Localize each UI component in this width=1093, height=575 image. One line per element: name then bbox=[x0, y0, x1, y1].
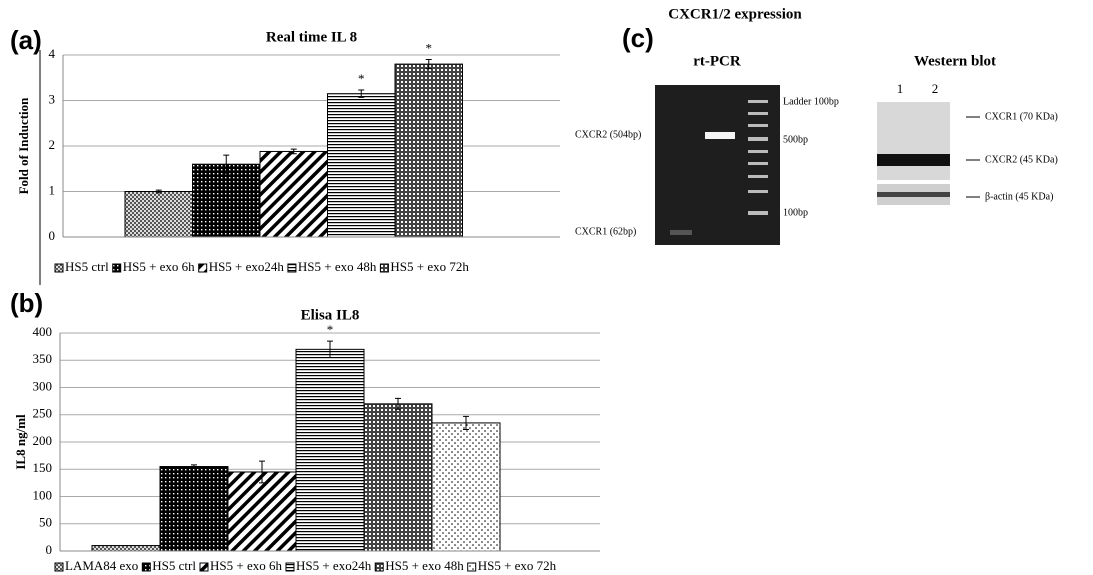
panel-label: (c) bbox=[622, 23, 654, 53]
legend-label: HS5 + exo 48h bbox=[385, 558, 464, 573]
chart-title: Elisa IL8 bbox=[301, 307, 360, 323]
y-tick-label: 3 bbox=[49, 91, 56, 106]
blot-band bbox=[877, 154, 950, 166]
y-axis-label: Fold of Induction bbox=[16, 97, 31, 195]
legend-swatch bbox=[286, 563, 294, 571]
y-tick-label: 300 bbox=[33, 378, 53, 393]
y-tick-label: 350 bbox=[33, 351, 53, 366]
blot-title: Western blot bbox=[914, 53, 996, 69]
annotation: * bbox=[358, 71, 365, 86]
bar bbox=[92, 546, 160, 551]
legend-swatch bbox=[199, 264, 207, 272]
bar bbox=[193, 164, 261, 237]
y-tick-label: 400 bbox=[33, 324, 53, 339]
legend-swatch bbox=[375, 563, 383, 571]
blot-band bbox=[877, 192, 950, 197]
y-tick-label: 100 bbox=[33, 487, 53, 502]
legend-label: HS5 ctrl bbox=[152, 558, 196, 573]
legend-swatch bbox=[55, 264, 63, 272]
gel-band bbox=[670, 230, 692, 235]
legend-label: LAMA84 exo bbox=[65, 558, 138, 573]
blot-label: β-actin (45 KDa) bbox=[985, 191, 1053, 202]
bar bbox=[260, 151, 328, 237]
panel-label: (a) bbox=[10, 25, 42, 55]
figure: (a) (b) (c) CXCR1/2 expression rt-PCR CX… bbox=[0, 0, 1093, 575]
panel-label: (b) bbox=[10, 288, 43, 318]
lane-label: 1 bbox=[897, 81, 904, 96]
bar bbox=[296, 349, 364, 551]
lane-label: 2 bbox=[932, 81, 939, 96]
legend-label: HS5 + exo 48h bbox=[298, 259, 377, 274]
legend-label: HS5 + exo 6h bbox=[123, 259, 195, 274]
y-tick-label: 4 bbox=[49, 46, 56, 61]
y-tick-label: 1 bbox=[49, 182, 56, 197]
gel-label: Ladder 100bp bbox=[783, 96, 839, 107]
legend-swatch bbox=[468, 563, 476, 571]
legend-swatch bbox=[142, 563, 150, 571]
bar bbox=[364, 404, 432, 551]
panel-title: CXCR1/2 expression bbox=[668, 6, 802, 22]
blot-label: CXCR1 (70 KDa) bbox=[985, 111, 1058, 122]
y-tick-label: 200 bbox=[33, 433, 53, 448]
legend-swatch bbox=[200, 563, 208, 571]
bar bbox=[160, 467, 228, 551]
y-tick-label: 150 bbox=[33, 460, 53, 475]
blot bbox=[877, 102, 950, 180]
legend-label: HS5 ctrl bbox=[65, 259, 109, 274]
legend-label: HS5 + exo 72h bbox=[478, 558, 557, 573]
bar bbox=[125, 192, 193, 238]
legend-swatch bbox=[113, 264, 121, 272]
gel-title: rt-PCR bbox=[693, 53, 741, 69]
legend-label: HS5 + exo24h bbox=[209, 259, 285, 274]
gel-label: 500bp bbox=[783, 134, 808, 145]
y-tick-label: 250 bbox=[33, 406, 53, 421]
panel-c: (c) CXCR1/2 expression rt-PCR CXCR2 (504… bbox=[575, 6, 1058, 245]
blot-ticks bbox=[966, 117, 980, 197]
legend-swatch bbox=[55, 563, 63, 571]
chart-title: Real time IL 8 bbox=[266, 29, 357, 45]
legend-label: HS5 + exo 72h bbox=[390, 259, 469, 274]
annotation: * bbox=[426, 41, 433, 56]
bar bbox=[228, 472, 296, 551]
legend-label: HS5 + exo 6h bbox=[210, 558, 282, 573]
bar bbox=[432, 423, 500, 551]
gel-band bbox=[705, 132, 735, 139]
annotation: * bbox=[327, 322, 334, 337]
y-tick-label: 0 bbox=[46, 542, 53, 557]
y-tick-label: 50 bbox=[39, 515, 52, 530]
blot-label: CXCR2 (45 KDa) bbox=[985, 154, 1058, 165]
bar bbox=[395, 64, 463, 237]
gel-label: CXCR2 (504bp) bbox=[575, 129, 641, 140]
y-tick-label: 0 bbox=[49, 228, 56, 243]
legend-swatch bbox=[380, 264, 388, 272]
gel-label: 100bp bbox=[783, 207, 808, 218]
gel-label: CXCR1 (62bp) bbox=[575, 226, 636, 237]
legend-swatch bbox=[288, 264, 296, 272]
y-tick-label: 2 bbox=[49, 137, 56, 152]
y-axis-label: IL8 ng/ml bbox=[13, 414, 28, 470]
legend-label: HS5 + exo24h bbox=[296, 558, 372, 573]
bar bbox=[328, 94, 396, 237]
